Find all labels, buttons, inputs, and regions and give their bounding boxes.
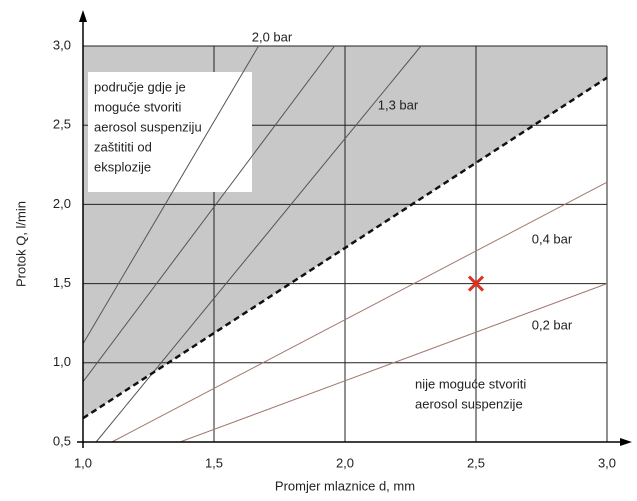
x-tick-label: 1,0 [74,455,92,470]
x-axis-label: Promjer mlaznice d, mm [275,478,415,493]
series-line [95,45,422,443]
x-tick-label: 1,5 [205,455,223,470]
series-label: 2,0 bar [252,29,293,44]
x-axis-arrow [620,438,632,446]
series-line [82,45,259,345]
y-tick-label: 1,0 [53,354,71,369]
annotation: područje gdje je [94,79,186,94]
y-tick-label: 2,0 [53,196,71,211]
annotation: aerosol suspenziju [94,119,202,134]
series-line [82,76,608,420]
y-axis-label: Protok Q, l/min [13,201,28,287]
annotation: eksplozije [94,159,151,174]
marker-x [467,275,485,292]
x-tick-label: 2,5 [467,455,485,470]
x-tick-label: 2,0 [336,455,354,470]
annotation: aerosol suspenzije [415,396,523,411]
annotation-box [88,72,252,192]
series-line [111,181,608,443]
series-label: 0,4 bar [532,231,573,246]
series-line [82,45,335,383]
series-label: 0,2 bar [532,317,573,332]
y-tick-label: 2,5 [53,117,71,132]
annotation: moguće stvoriti [94,99,182,114]
series-label: 1,3 bar [378,97,419,112]
y-tick-label: 0,5 [53,433,71,448]
annotation: nije moguće stvoriti [415,376,526,391]
x-tick-label: 3,0 [598,455,616,470]
series-line [179,283,608,443]
annotation: zaštititi od [94,139,152,154]
y-axis-arrow [79,10,87,22]
y-tick-label: 1,5 [53,275,71,290]
y-tick-label: 3,0 [53,37,71,52]
